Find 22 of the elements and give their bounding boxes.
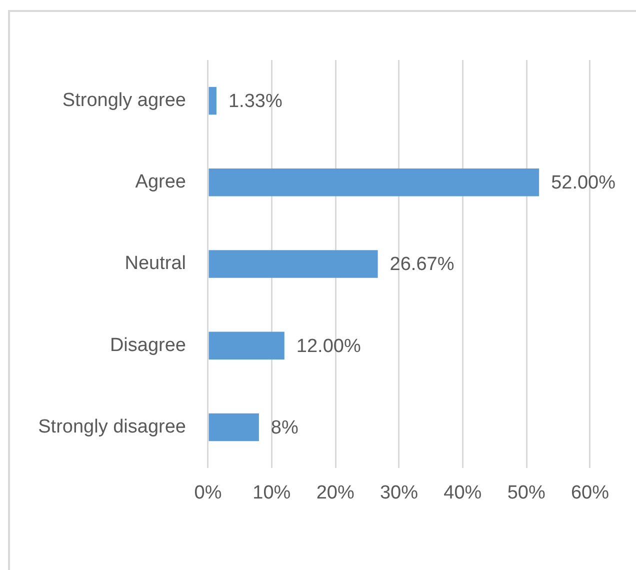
data-label: 26.67%	[390, 254, 454, 276]
x-tick-label: 60%	[570, 482, 610, 504]
bar	[208, 413, 259, 442]
x-tick-label: 20%	[316, 482, 354, 504]
bar	[208, 250, 378, 278]
x-tick-label: 30%	[380, 482, 418, 504]
bar	[208, 86, 216, 115]
y-tick-label: Strongly disagree	[38, 416, 186, 438]
bar	[208, 332, 284, 360]
x-tick-label: 0%	[194, 482, 222, 504]
x-tick-label: 50%	[507, 482, 546, 504]
data-label: 12.00%	[296, 336, 361, 357]
bar	[208, 168, 540, 196]
y-tick-label: Disagree	[110, 334, 186, 356]
data-label: 8%	[270, 417, 298, 438]
y-tick-label: Agree	[135, 172, 186, 193]
data-label: 52.00%	[551, 172, 616, 194]
x-tick-label: 10%	[252, 482, 291, 504]
y-tick-label: Neutral	[124, 253, 186, 274]
y-tick-label: Strongly agree	[62, 90, 186, 112]
x-tick-label: 40%	[444, 482, 482, 504]
data-label: 1.33%	[228, 91, 282, 112]
